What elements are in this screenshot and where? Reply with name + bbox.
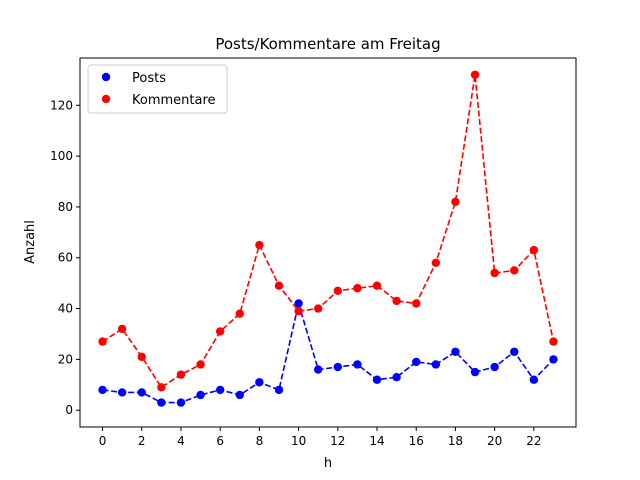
data-point bbox=[333, 362, 342, 372]
data-point bbox=[215, 327, 225, 336]
data-point bbox=[490, 268, 499, 278]
x-tick-label: 14 bbox=[369, 434, 384, 448]
data-point bbox=[235, 390, 244, 400]
x-tick-label: 4 bbox=[177, 434, 185, 448]
data-point bbox=[529, 375, 539, 384]
data-point bbox=[451, 347, 460, 356]
y-axis-label: Anzahl bbox=[23, 220, 38, 264]
data-point bbox=[235, 309, 244, 318]
y-tick-label: 40 bbox=[58, 302, 73, 316]
data-point bbox=[549, 337, 558, 346]
legend-marker bbox=[101, 72, 111, 82]
axes-frame bbox=[79, 57, 577, 428]
data-point bbox=[412, 357, 421, 367]
data-point bbox=[372, 375, 382, 384]
data-point bbox=[412, 299, 421, 308]
data-point bbox=[176, 370, 186, 379]
x-tick-label: 22 bbox=[526, 434, 541, 448]
data-point bbox=[157, 398, 166, 407]
data-point bbox=[314, 304, 323, 313]
data-point bbox=[196, 390, 205, 400]
legend-marker bbox=[101, 94, 111, 104]
legend: Posts Kommentare bbox=[87, 64, 228, 114]
x-tick-label: 12 bbox=[330, 434, 345, 448]
data-point bbox=[176, 398, 186, 407]
y-tick-label: 80 bbox=[58, 200, 73, 214]
data-point bbox=[98, 337, 107, 346]
plot-area: 0 2 4 6 8 10 12 14 16 18 20 22 0 20 40 60 80 100 120 bbox=[50, 57, 577, 448]
data-point bbox=[215, 385, 225, 395]
data-point bbox=[392, 296, 401, 306]
data-point bbox=[470, 70, 480, 79]
x-axis-label: h bbox=[324, 456, 332, 471]
x-tick-label: 20 bbox=[487, 434, 502, 448]
data-point bbox=[274, 281, 284, 290]
data-point bbox=[510, 266, 519, 275]
data-point bbox=[137, 352, 146, 362]
data-point bbox=[255, 378, 264, 387]
data-point bbox=[196, 360, 205, 369]
data-point bbox=[353, 284, 362, 293]
data-point bbox=[431, 258, 441, 268]
data-point bbox=[490, 362, 499, 372]
y-tick-label: 20 bbox=[58, 352, 73, 366]
y-tick-label: 100 bbox=[50, 149, 73, 163]
data-point bbox=[274, 385, 284, 395]
x-tick-label: 8 bbox=[256, 434, 264, 448]
data-point bbox=[294, 306, 303, 316]
data-point bbox=[117, 324, 127, 334]
data-point bbox=[451, 197, 460, 207]
chart-title: Posts/Kommentare am Freitag bbox=[215, 35, 440, 53]
data-point bbox=[98, 385, 107, 395]
data-point bbox=[510, 347, 519, 356]
data-point bbox=[294, 299, 303, 308]
x-tick-label: 16 bbox=[409, 434, 424, 448]
x-tick-label: 6 bbox=[216, 434, 224, 448]
x-tick-label: 2 bbox=[138, 434, 146, 448]
data-point bbox=[314, 365, 323, 374]
data-point bbox=[372, 281, 382, 290]
data-point bbox=[470, 367, 480, 377]
data-point bbox=[431, 360, 441, 369]
legend-label: Kommentare bbox=[132, 93, 216, 108]
data-point bbox=[117, 388, 127, 397]
data-point bbox=[157, 383, 166, 392]
data-point bbox=[333, 286, 342, 295]
data-point bbox=[549, 355, 558, 364]
data-point bbox=[137, 388, 146, 397]
legend-label: Posts bbox=[132, 71, 166, 86]
data-point bbox=[392, 372, 401, 382]
data-point bbox=[529, 245, 539, 255]
x-tick-label: 0 bbox=[99, 434, 107, 448]
data-point bbox=[353, 360, 362, 369]
y-tick-label: 120 bbox=[50, 98, 73, 112]
y-tick-label: 60 bbox=[58, 251, 73, 265]
x-tick-label: 10 bbox=[291, 434, 306, 448]
y-tick-label: 0 bbox=[65, 403, 73, 417]
legend-box bbox=[87, 64, 228, 114]
data-point bbox=[255, 240, 264, 250]
x-tick-label: 18 bbox=[448, 434, 463, 448]
